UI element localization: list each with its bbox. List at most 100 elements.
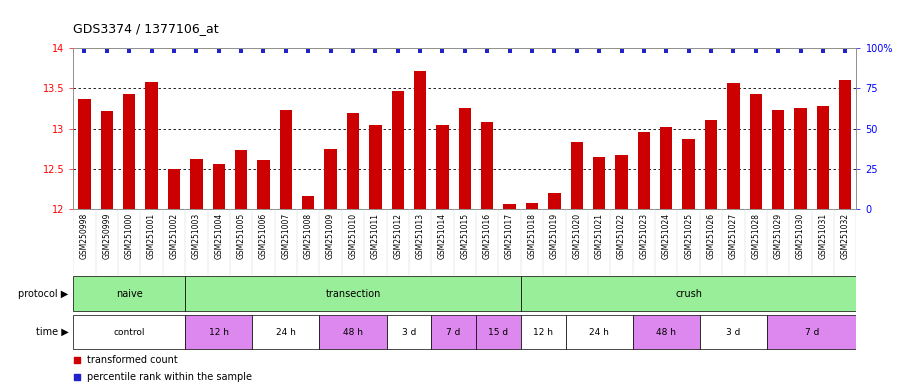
Point bbox=[234, 48, 248, 54]
Text: GSM251025: GSM251025 bbox=[684, 213, 693, 259]
Text: percentile rank within the sample: percentile rank within the sample bbox=[87, 372, 253, 382]
Bar bbox=[302, 196, 314, 209]
Point bbox=[189, 48, 203, 54]
Point bbox=[70, 374, 84, 381]
Text: GSM251031: GSM251031 bbox=[818, 213, 827, 259]
Point bbox=[145, 48, 159, 54]
Point bbox=[457, 48, 473, 54]
Point bbox=[659, 48, 673, 54]
Bar bbox=[73, 276, 185, 311]
Bar bbox=[700, 315, 767, 349]
Bar bbox=[387, 315, 431, 349]
Text: 48 h: 48 h bbox=[656, 328, 676, 337]
Bar bbox=[682, 139, 695, 209]
Text: GSM251016: GSM251016 bbox=[483, 213, 492, 259]
Text: GSM251028: GSM251028 bbox=[751, 213, 760, 258]
Text: GSM251005: GSM251005 bbox=[236, 213, 245, 259]
Text: GSM251013: GSM251013 bbox=[416, 213, 425, 259]
Bar bbox=[660, 127, 672, 209]
Point bbox=[614, 48, 628, 54]
Text: transformed count: transformed count bbox=[87, 354, 178, 364]
Text: 24 h: 24 h bbox=[276, 328, 296, 337]
Text: GSM251002: GSM251002 bbox=[169, 213, 179, 259]
Text: GSM251006: GSM251006 bbox=[259, 213, 268, 259]
Bar bbox=[459, 108, 471, 209]
Bar bbox=[476, 315, 521, 349]
Text: GSM251020: GSM251020 bbox=[572, 213, 582, 259]
Point bbox=[502, 48, 517, 54]
Bar bbox=[431, 315, 476, 349]
Point bbox=[278, 48, 293, 54]
Point bbox=[413, 48, 428, 54]
Bar bbox=[565, 315, 633, 349]
Text: GSM251009: GSM251009 bbox=[326, 213, 335, 259]
Point bbox=[435, 48, 450, 54]
Bar bbox=[320, 315, 387, 349]
Point bbox=[592, 48, 606, 54]
Text: GSM251024: GSM251024 bbox=[661, 213, 671, 259]
Text: GSM251019: GSM251019 bbox=[550, 213, 559, 259]
Point bbox=[368, 48, 383, 54]
Point bbox=[547, 48, 562, 54]
Bar bbox=[78, 99, 91, 209]
Bar bbox=[123, 94, 136, 209]
Text: GSM251023: GSM251023 bbox=[639, 213, 649, 259]
Text: GSM251003: GSM251003 bbox=[191, 213, 201, 259]
Bar bbox=[481, 122, 494, 209]
Point bbox=[323, 48, 338, 54]
Bar bbox=[638, 132, 650, 209]
Text: protocol ▶: protocol ▶ bbox=[18, 289, 69, 299]
Bar bbox=[391, 91, 404, 209]
Text: GSM251001: GSM251001 bbox=[147, 213, 156, 259]
Bar bbox=[521, 315, 565, 349]
Bar bbox=[436, 126, 449, 209]
Bar bbox=[414, 71, 426, 209]
Text: 7 d: 7 d bbox=[804, 328, 819, 337]
Bar bbox=[279, 110, 292, 209]
Bar bbox=[817, 106, 829, 209]
Text: 24 h: 24 h bbox=[589, 328, 609, 337]
Bar bbox=[234, 151, 247, 209]
Point bbox=[100, 48, 114, 54]
Point bbox=[815, 48, 830, 54]
Text: GSM251021: GSM251021 bbox=[594, 213, 604, 258]
Text: 15 d: 15 d bbox=[488, 328, 508, 337]
Point bbox=[682, 48, 696, 54]
Point bbox=[77, 48, 92, 54]
Bar bbox=[548, 193, 561, 209]
Bar bbox=[521, 276, 856, 311]
Bar bbox=[571, 142, 583, 209]
Bar bbox=[593, 157, 605, 209]
Bar bbox=[772, 110, 784, 209]
Bar bbox=[727, 83, 739, 209]
Point bbox=[167, 48, 181, 54]
Text: 12 h: 12 h bbox=[209, 328, 229, 337]
Bar bbox=[767, 315, 856, 349]
Text: GSM251000: GSM251000 bbox=[125, 213, 134, 259]
Text: GSM251029: GSM251029 bbox=[774, 213, 782, 259]
Text: naive: naive bbox=[115, 289, 143, 299]
Point bbox=[122, 48, 136, 54]
Text: GSM251004: GSM251004 bbox=[214, 213, 224, 259]
Text: GSM250998: GSM250998 bbox=[80, 213, 89, 259]
Bar bbox=[504, 204, 516, 209]
Point bbox=[345, 48, 360, 54]
Point bbox=[838, 48, 853, 54]
Bar bbox=[839, 80, 852, 209]
Text: GSM251022: GSM251022 bbox=[617, 213, 626, 258]
Point bbox=[390, 48, 405, 54]
Text: GSM251027: GSM251027 bbox=[729, 213, 738, 259]
Bar bbox=[185, 315, 252, 349]
Point bbox=[525, 48, 540, 54]
Text: 3 d: 3 d bbox=[726, 328, 740, 337]
Text: GSM251012: GSM251012 bbox=[393, 213, 402, 258]
Point bbox=[748, 48, 763, 54]
Text: 3 d: 3 d bbox=[402, 328, 416, 337]
Bar bbox=[252, 315, 320, 349]
Bar bbox=[146, 82, 158, 209]
Text: GSM251014: GSM251014 bbox=[438, 213, 447, 259]
Text: 48 h: 48 h bbox=[343, 328, 363, 337]
Point bbox=[793, 48, 808, 54]
Text: 12 h: 12 h bbox=[533, 328, 553, 337]
Bar bbox=[704, 120, 717, 209]
